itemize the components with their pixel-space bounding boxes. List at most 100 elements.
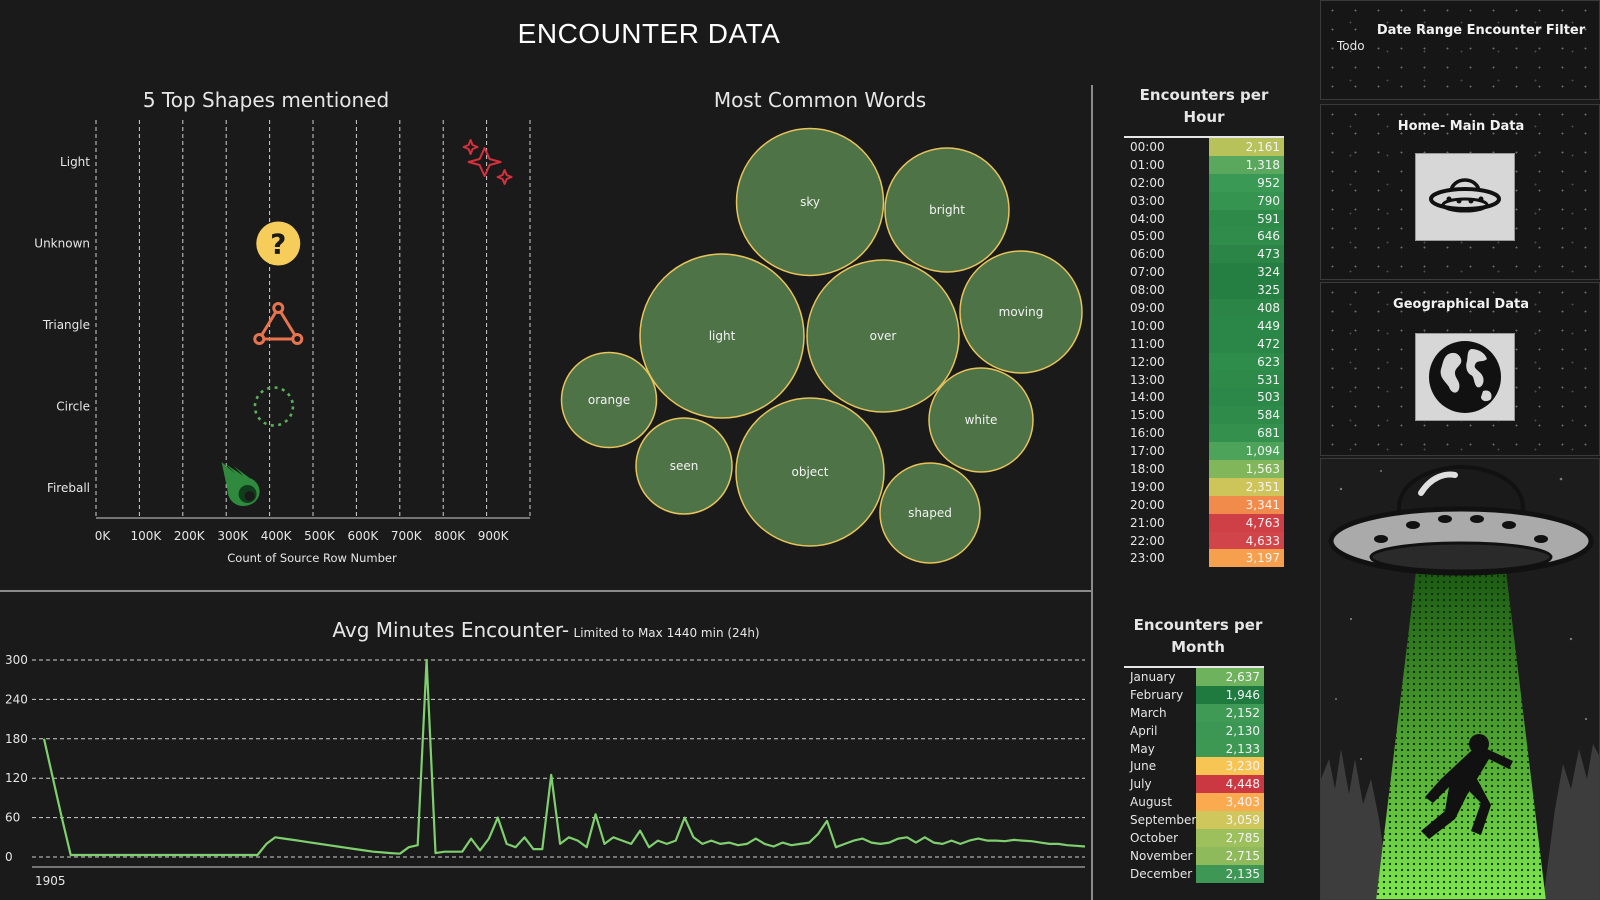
- word-bubble-circle: [560, 351, 658, 449]
- table-row-value: 3,403: [1195, 793, 1264, 812]
- word-bubble: seen: [635, 417, 733, 515]
- table-row-label: 22:00: [1124, 533, 1209, 548]
- table-row: 15:00 584: [1124, 406, 1284, 425]
- word-bubble-circle: [639, 253, 805, 419]
- minutes-chart-title: Avg Minutes Encounter-: [332, 618, 570, 642]
- word-bubble-circle: [884, 147, 1010, 273]
- table-row: 20:00 3,341: [1124, 495, 1284, 514]
- table-row-label: May: [1124, 741, 1196, 756]
- table-row-value: 4,448: [1195, 775, 1264, 794]
- table-row-value: 2,351: [1208, 477, 1284, 496]
- table-row-label: March: [1124, 705, 1196, 720]
- home-nav-button[interactable]: [1415, 153, 1515, 241]
- minutes-x-start-label: 1905: [35, 874, 66, 888]
- table-row-value: 531: [1208, 370, 1284, 389]
- table-row-label: 02:00: [1124, 175, 1209, 190]
- table-row: February 1,946: [1124, 685, 1264, 704]
- table-row-label: 21:00: [1124, 515, 1209, 530]
- table-row-value: 408: [1208, 299, 1284, 317]
- table-row-value: 472: [1208, 334, 1284, 353]
- shapes-x-tick: 700K: [391, 529, 423, 543]
- table-row-value: 681: [1208, 424, 1284, 443]
- word-bubble-label: sky: [800, 195, 820, 209]
- table-row: 02:00 952: [1124, 173, 1284, 192]
- table-row-label: 03:00: [1124, 193, 1209, 208]
- table-row: 12:00 623: [1124, 352, 1284, 371]
- table-row-value: 2,161: [1208, 138, 1284, 156]
- word-bubble-label: moving: [999, 305, 1044, 319]
- table-row-value: 2,152: [1195, 703, 1264, 722]
- hour-table-title-line2: Hour: [1183, 108, 1225, 126]
- table-row: 18:00 1,563: [1124, 460, 1284, 478]
- table-row-value: 1,946: [1195, 685, 1264, 704]
- word-bubble-label: shaped: [908, 506, 952, 520]
- table-row-value: 4,633: [1208, 531, 1284, 550]
- horizontal-divider: [0, 590, 1092, 592]
- word-bubble-label: light: [709, 329, 736, 343]
- table-row-label: 19:00: [1124, 479, 1209, 494]
- minutes-y-tick: 240: [5, 692, 28, 706]
- table-row-value: 790: [1208, 191, 1284, 210]
- table-row: 01:00 1,318: [1124, 155, 1284, 174]
- table-row: 16:00 681: [1124, 424, 1284, 443]
- word-bubble-label: object: [792, 465, 829, 479]
- table-row-value: 584: [1208, 406, 1284, 425]
- table-row-label: 18:00: [1124, 461, 1209, 476]
- word-bubble-circle: [735, 127, 885, 277]
- minutes-chart-subtitle: Limited to Max 1440 min (24h): [573, 626, 760, 640]
- table-row-value: 952: [1208, 173, 1284, 192]
- geo-nav-panel[interactable]: Geographical Data: [1320, 282, 1600, 456]
- table-row-value: 1,318: [1208, 155, 1284, 174]
- shapes-chart: Light Unknown Triangle Circle Fireball 0K 100…: [34, 120, 531, 565]
- table-row: 11:00 472: [1124, 334, 1284, 353]
- table-row-value: 2,135: [1195, 864, 1264, 883]
- table-row-value: 2,785: [1195, 829, 1264, 847]
- table-row-value: 3,230: [1195, 757, 1264, 776]
- table-row: October 2,785: [1124, 829, 1264, 847]
- geo-nav-button[interactable]: [1415, 333, 1515, 421]
- month-table-title-line1: Encounters per: [1133, 616, 1263, 634]
- word-bubble-circle: [928, 367, 1034, 473]
- hour-table: 00:00 2,161 01:00 1,318 02:00 952 03:00 790 04:0…: [1124, 136, 1284, 568]
- table-row: January 2,637: [1124, 668, 1264, 686]
- table-row-value: 1,563: [1208, 460, 1284, 478]
- shapes-x-axis-label: Count of Source Row Number: [227, 551, 397, 565]
- minutes-y-tick: 180: [5, 732, 28, 746]
- minutes-series-line: [42, 658, 1086, 857]
- table-row-value: 623: [1208, 352, 1284, 371]
- month-table-title: Encounters per Month: [1124, 614, 1272, 658]
- table-row-label: December: [1124, 866, 1196, 881]
- table-row: 05:00 646: [1124, 227, 1284, 246]
- table-row: July 4,448: [1124, 775, 1264, 794]
- minutes-y-tick: 120: [5, 771, 28, 785]
- table-row-value: 2,133: [1195, 739, 1264, 758]
- table-row-label: February: [1124, 687, 1196, 702]
- table-row: 10:00 449: [1124, 316, 1284, 335]
- table-row: 19:00 2,351: [1124, 477, 1284, 496]
- shapes-x-tick: 300K: [217, 529, 249, 543]
- word-bubble-label: seen: [670, 459, 699, 473]
- word-bubble: object: [735, 397, 885, 547]
- table-row-label: August: [1124, 795, 1196, 810]
- shapes-category-label: Unknown: [34, 237, 90, 251]
- table-row-value: 3,059: [1196, 811, 1264, 830]
- minutes-line-chart: 300 240 180 120 60 0 1905: [5, 653, 1086, 888]
- table-row: August 3,403: [1124, 793, 1264, 812]
- table-row-label: January: [1124, 669, 1196, 684]
- date-filter-panel[interactable]: Date Range Encounter Filter Todo: [1320, 0, 1600, 100]
- table-row: 22:00 4,633: [1124, 531, 1284, 550]
- home-nav-panel[interactable]: Home- Main Data: [1320, 104, 1600, 280]
- word-bubble: light: [639, 253, 805, 419]
- table-row-value: 1,094: [1208, 442, 1284, 461]
- svg-text:?: ?: [270, 228, 286, 261]
- date-filter-value[interactable]: Todo: [1337, 39, 1365, 53]
- table-row: 08:00 325: [1124, 281, 1284, 300]
- minutes-y-tick: 0: [5, 850, 13, 864]
- circle-dotted-icon: [253, 386, 295, 427]
- table-row: 04:00 591: [1124, 209, 1284, 228]
- shapes-x-tick: 400K: [261, 529, 293, 543]
- table-row: March 2,152: [1124, 703, 1264, 722]
- geo-nav-label: Geographical Data: [1393, 297, 1529, 312]
- table-row-label: 20:00: [1124, 497, 1209, 512]
- shapes-x-tick: 200K: [174, 529, 206, 543]
